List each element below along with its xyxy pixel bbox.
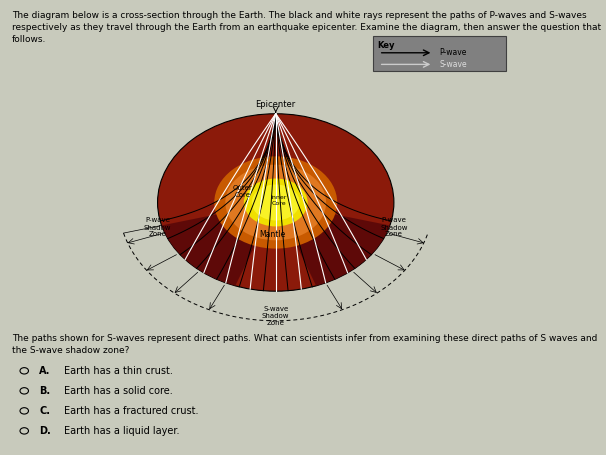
Text: Earth has a fractured crust.: Earth has a fractured crust. bbox=[64, 406, 198, 416]
Text: S-wave: S-wave bbox=[439, 60, 467, 69]
Text: The diagram below is a cross-section through the Earth. The black and white rays: The diagram below is a cross-section thr… bbox=[12, 11, 601, 44]
Circle shape bbox=[225, 165, 326, 240]
Text: Earth has a liquid layer.: Earth has a liquid layer. bbox=[64, 426, 179, 436]
Text: S-wave
Shadow
Zone: S-wave Shadow Zone bbox=[262, 306, 290, 326]
Text: Outer
Core: Outer Core bbox=[233, 185, 252, 197]
Text: Mantle: Mantle bbox=[259, 230, 286, 239]
Wedge shape bbox=[162, 202, 276, 286]
Text: B.: B. bbox=[39, 386, 50, 396]
Text: Earth has a solid core.: Earth has a solid core. bbox=[64, 386, 172, 396]
Text: P-wave
Shadow
Zone: P-wave Shadow Zone bbox=[380, 217, 408, 238]
Text: A.: A. bbox=[39, 366, 51, 376]
Wedge shape bbox=[276, 202, 390, 286]
Text: Earth has a thin crust.: Earth has a thin crust. bbox=[64, 366, 173, 376]
Circle shape bbox=[252, 185, 299, 220]
Text: Epicenter: Epicenter bbox=[256, 100, 296, 109]
Text: D.: D. bbox=[39, 426, 51, 436]
Circle shape bbox=[215, 157, 337, 248]
Text: The paths shown for S-waves represent direct paths. What can scientists infer fr: The paths shown for S-waves represent di… bbox=[12, 334, 598, 355]
Text: P-wave
Shadow
Zone: P-wave Shadow Zone bbox=[144, 217, 171, 238]
Circle shape bbox=[158, 114, 394, 291]
Text: Inner
Core: Inner Core bbox=[270, 195, 287, 206]
Text: Key: Key bbox=[378, 41, 395, 50]
FancyBboxPatch shape bbox=[373, 36, 506, 71]
Circle shape bbox=[244, 178, 308, 227]
Text: C.: C. bbox=[39, 406, 50, 416]
Text: P-wave: P-wave bbox=[439, 48, 467, 57]
